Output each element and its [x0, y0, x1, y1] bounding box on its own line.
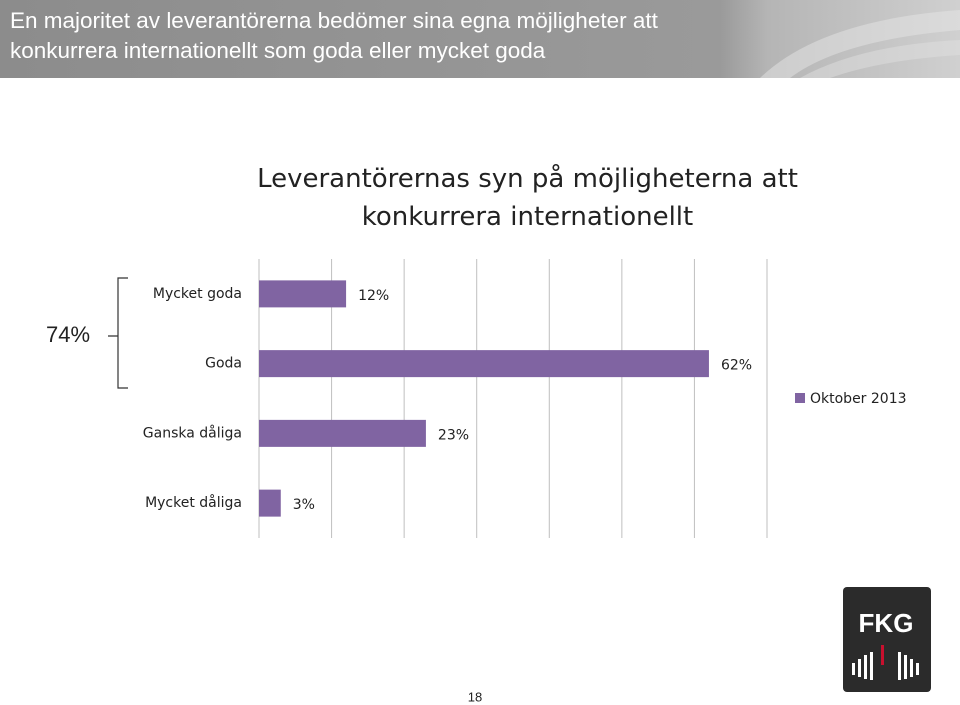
- header-bar: En majoritet av leverantörerna bedömer s…: [0, 0, 960, 78]
- decoration: [760, 10, 960, 78]
- y-tick-label: Mycket dåliga: [145, 494, 242, 511]
- legend-label: Oktober 2013: [810, 391, 907, 407]
- logo-bar: [870, 652, 873, 680]
- chart-title: Leverantörernas syn på möjligheterna att…: [257, 164, 798, 232]
- logo-bar: [858, 659, 861, 677]
- y-tick-label: Ganska dåliga: [143, 424, 242, 441]
- data-label: 62%: [721, 358, 752, 374]
- bar: [259, 419, 426, 447]
- header-image: [760, 10, 960, 78]
- logo-text: FKG: [859, 608, 914, 638]
- bar: [259, 489, 281, 517]
- bar: [259, 280, 347, 308]
- decoration: [800, 40, 960, 78]
- logo-bar: [916, 663, 919, 675]
- data-label: 23%: [438, 427, 469, 443]
- logo-bar: [898, 652, 901, 680]
- data-label: 12%: [358, 288, 389, 304]
- bracket: [108, 277, 128, 389]
- logo-box: [843, 587, 931, 692]
- logo-bars: [852, 645, 919, 680]
- logo-bar: [864, 655, 867, 679]
- y-tick-label: Goda: [205, 356, 242, 372]
- logo-bar: [852, 663, 855, 675]
- y-tick-label: Mycket goda: [153, 286, 242, 302]
- slide-title: En majoritet av leverantörerna bedömer s…: [10, 8, 658, 63]
- page-number: 18: [468, 689, 482, 704]
- logo-bar: [881, 645, 884, 665]
- annotation: 74%: [46, 322, 90, 347]
- data-label: 3%: [293, 497, 315, 513]
- logo-bar: [904, 655, 907, 679]
- bar: [259, 350, 709, 378]
- logo-bar: [910, 659, 913, 677]
- legend-swatch: [795, 393, 805, 403]
